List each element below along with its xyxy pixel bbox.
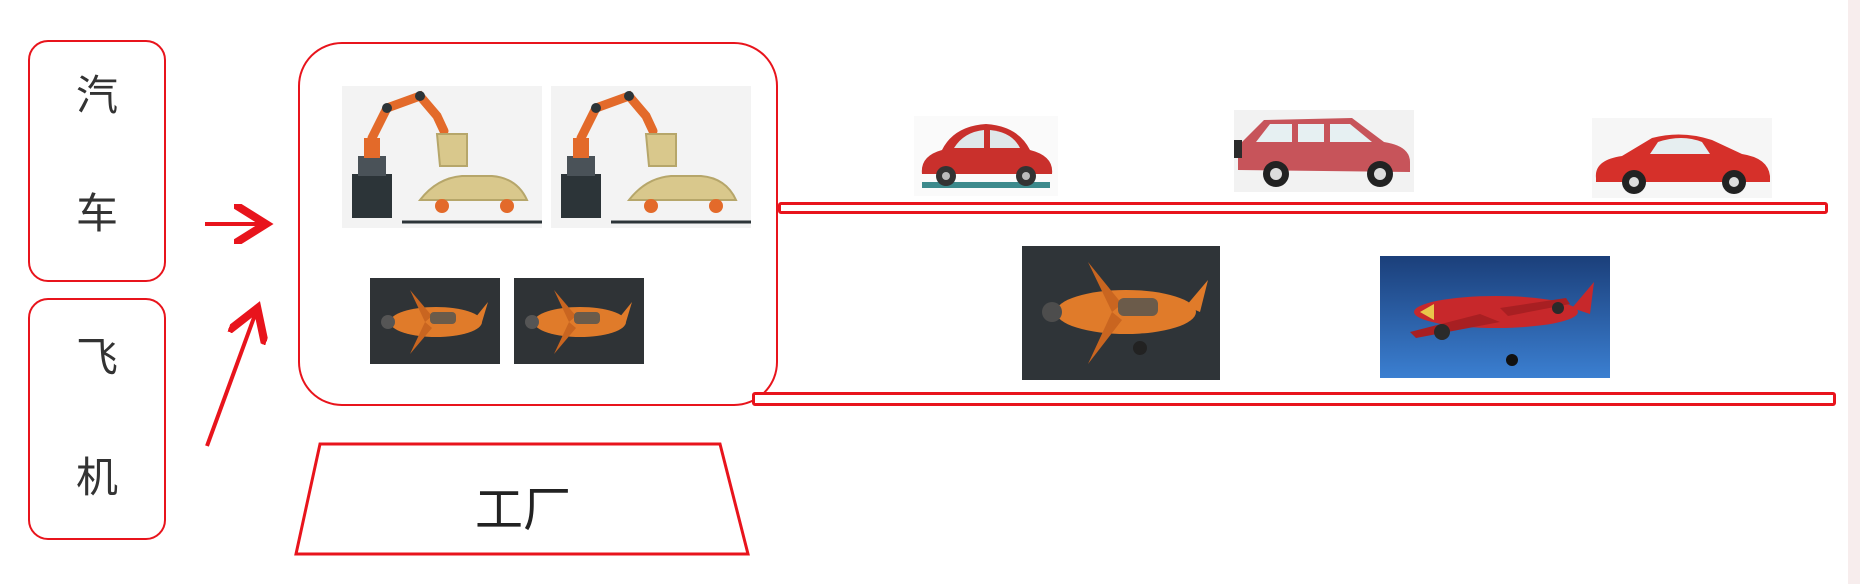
car-conveyor-belt bbox=[778, 202, 1828, 214]
plane-arrow bbox=[205, 312, 256, 447]
plane-image-1 bbox=[1022, 246, 1220, 380]
plane-input-box: 飞 机 bbox=[28, 298, 166, 540]
plane-conveyor-belt bbox=[752, 392, 1836, 406]
car-image-3 bbox=[1592, 118, 1772, 198]
plane-image-2 bbox=[1380, 256, 1610, 378]
car-char-2: 车 bbox=[75, 189, 118, 238]
car-char-1: 汽 bbox=[75, 71, 118, 120]
car-image-2 bbox=[1234, 110, 1414, 192]
robot-arm-assembly-image-2 bbox=[551, 86, 751, 228]
page-edge-shadow bbox=[1848, 0, 1860, 584]
factory-label-shape bbox=[294, 442, 750, 556]
factory-label: 工厂 bbox=[474, 482, 571, 538]
plane-in-factory-image-1 bbox=[370, 278, 500, 364]
plane-char-2: 机 bbox=[75, 453, 118, 502]
robot-arm-assembly-image-1 bbox=[342, 86, 542, 228]
factory-box bbox=[298, 42, 778, 406]
plane-in-factory-image-2 bbox=[514, 278, 644, 364]
car-image-1 bbox=[914, 116, 1058, 196]
car-input-box: 汽 车 bbox=[28, 40, 166, 282]
plane-char-1: 飞 bbox=[75, 333, 118, 382]
